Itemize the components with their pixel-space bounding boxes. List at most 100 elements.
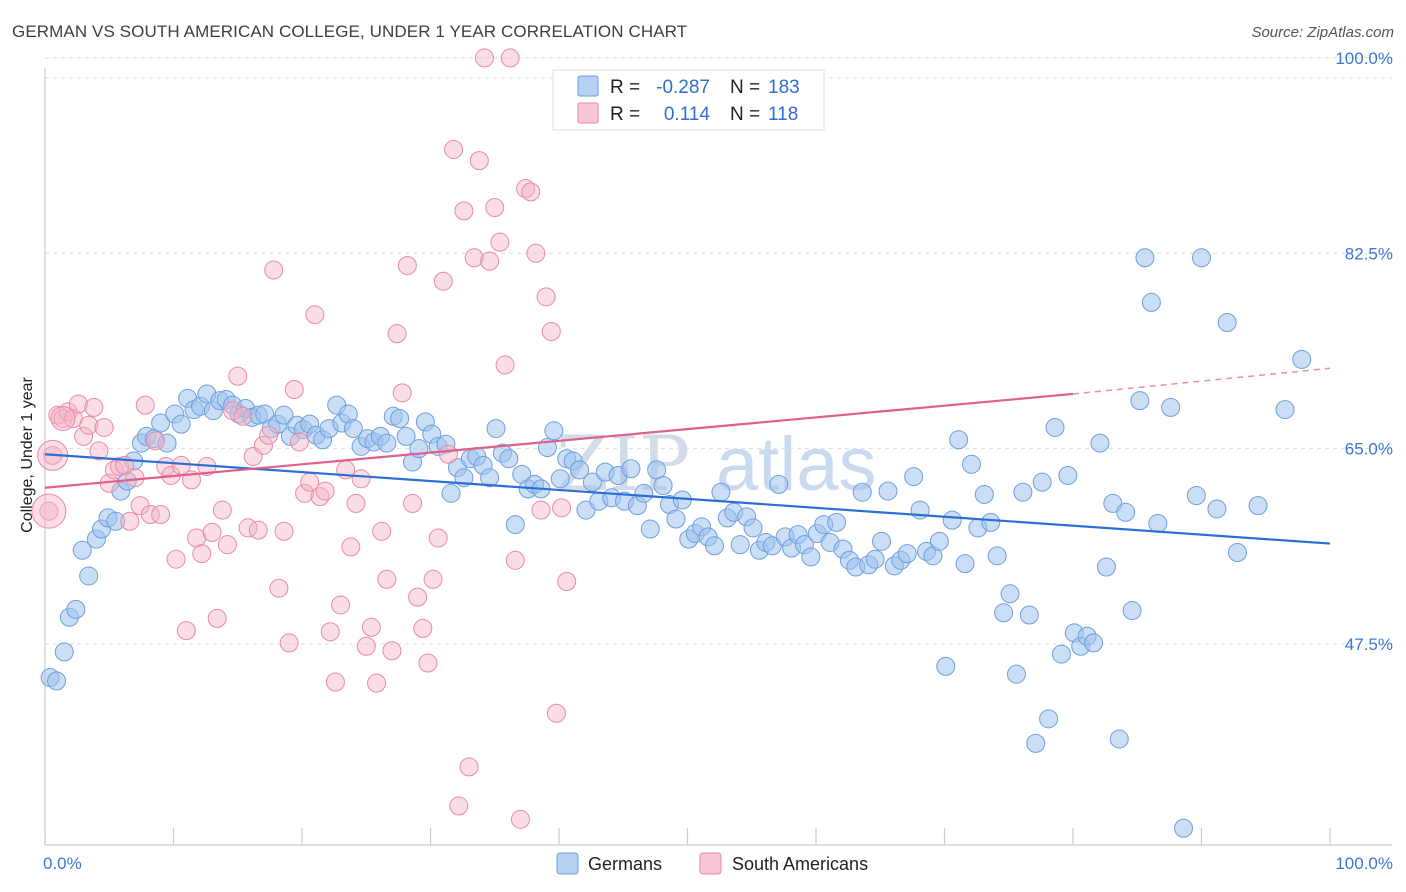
point-south-americans: [166, 549, 186, 569]
point-germans: [1051, 644, 1071, 664]
point-germans: [1058, 465, 1078, 485]
point-germans: [1109, 729, 1129, 749]
point-south-americans: [413, 618, 433, 638]
point-south-americans: [289, 432, 309, 452]
point-south-americans: [89, 441, 109, 461]
bottom-legend-swatch-germans[interactable]: [556, 852, 579, 875]
bottom-legend-swatch-south-americans[interactable]: [699, 852, 722, 875]
point-germans: [981, 512, 1001, 532]
point-south-americans: [39, 501, 59, 521]
point-germans: [1090, 433, 1110, 453]
legend-r-label-germans: R =: [610, 77, 640, 98]
point-germans: [974, 484, 994, 504]
watermark-atlas: atlas: [716, 422, 877, 507]
point-south-americans: [274, 521, 294, 541]
point-germans: [72, 540, 92, 560]
point-south-americans: [125, 468, 145, 488]
point-germans: [1000, 584, 1020, 604]
x-ticks: [44, 828, 1331, 845]
point-south-americans: [392, 383, 412, 403]
point-south-americans: [505, 550, 525, 570]
point-south-americans: [310, 487, 330, 507]
y-tick-label: 100.0%: [1335, 49, 1393, 68]
point-germans: [904, 467, 924, 487]
point-south-americans: [526, 243, 546, 263]
point-south-americans: [320, 622, 340, 642]
y-tick-label: 47.5%: [1345, 635, 1393, 654]
point-germans: [1006, 664, 1026, 684]
legend-n-value-germans: 183: [768, 77, 800, 98]
point-germans: [961, 454, 981, 474]
point-south-americans: [140, 505, 160, 525]
point-germans: [343, 419, 363, 439]
point-south-americans: [135, 395, 155, 415]
point-south-americans: [356, 636, 376, 656]
point-south-americans: [58, 402, 78, 422]
legend-r-value-south-americans: 0.114: [664, 104, 711, 125]
point-south-americans: [469, 151, 489, 171]
point-germans: [852, 482, 872, 502]
point-south-americans: [474, 48, 494, 68]
point-south-americans: [104, 460, 124, 480]
point-south-americans: [367, 673, 387, 693]
point-germans: [1248, 496, 1268, 516]
point-germans: [1032, 472, 1052, 492]
y-tick-labels: 100.0% 82.5% 65.0% 47.5%: [1335, 49, 1393, 654]
point-germans: [550, 469, 570, 489]
point-south-americans: [269, 578, 289, 598]
point-germans: [1096, 557, 1116, 577]
point-south-americans: [541, 321, 561, 341]
chart-title: GERMAN VS SOUTH AMERICAN COLLEGE, UNDER …: [12, 22, 688, 41]
point-germans: [396, 426, 416, 446]
x-tick-label-max: 100.0%: [1335, 854, 1393, 873]
point-south-americans: [151, 505, 171, 525]
point-south-americans: [500, 48, 520, 68]
point-south-americans: [228, 366, 248, 386]
point-germans: [878, 481, 898, 501]
legend-n-label-south-americans: N =: [730, 104, 760, 125]
point-south-americans: [423, 569, 443, 589]
point-germans: [544, 421, 564, 441]
point-germans: [486, 419, 506, 439]
point-south-americans: [536, 287, 556, 307]
point-south-americans: [120, 511, 140, 531]
x-tick-label-min: 0.0%: [43, 854, 82, 873]
point-south-americans: [454, 201, 474, 221]
point-south-americans: [557, 572, 577, 592]
gridlines: [45, 57, 1392, 645]
point-germans: [1292, 349, 1312, 369]
point-south-americans: [253, 435, 273, 455]
point-south-americans: [264, 260, 284, 280]
point-south-americans: [510, 809, 530, 829]
point-south-americans: [351, 469, 371, 489]
point-south-americans: [546, 703, 566, 723]
point-germans: [1039, 709, 1059, 729]
bottom-legend-label-south-americans[interactable]: South Americans: [732, 854, 868, 874]
point-south-americans: [279, 633, 299, 653]
point-south-americans: [284, 379, 304, 399]
point-germans: [653, 476, 673, 496]
point-germans: [872, 531, 892, 551]
point-germans: [936, 656, 956, 676]
point-south-americans: [346, 493, 366, 513]
point-germans: [171, 414, 191, 434]
series-south-americans: [31, 48, 577, 829]
point-germans: [994, 603, 1014, 623]
point-south-americans-large: [31, 493, 67, 529]
point-south-americans: [341, 537, 361, 557]
point-germans: [480, 468, 500, 488]
point-south-americans: [464, 248, 484, 268]
point-germans: [157, 433, 177, 453]
point-south-americans: [94, 417, 114, 437]
point-germans: [47, 671, 67, 691]
point-germans: [949, 430, 969, 450]
bottom-legend-label-germans[interactable]: Germans: [588, 854, 662, 874]
series-germans: [40, 248, 1312, 838]
point-germans: [769, 474, 789, 494]
source-label: Source: ZipAtlas.com: [1251, 24, 1394, 41]
trend-line-south-americans-extension: [1072, 367, 1331, 395]
point-south-americans: [53, 409, 73, 429]
point-south-americans: [377, 569, 397, 589]
point-germans: [582, 472, 602, 492]
point-south-americans: [382, 641, 402, 661]
